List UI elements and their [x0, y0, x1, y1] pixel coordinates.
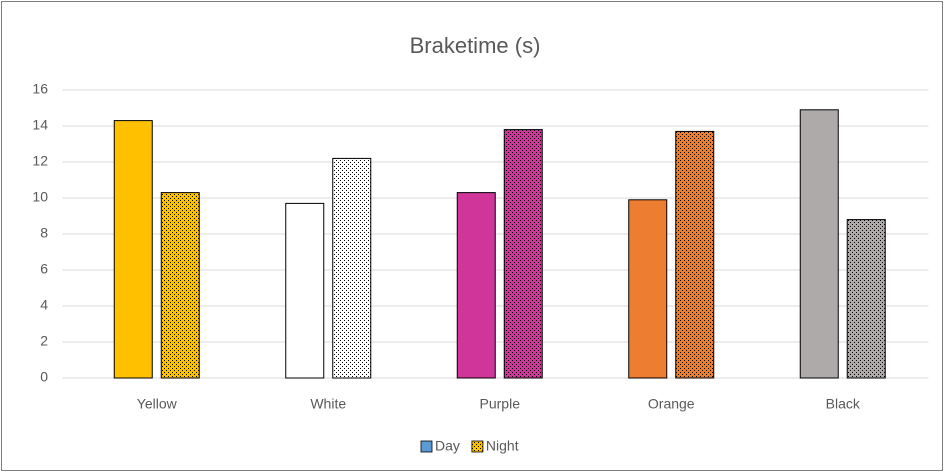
y-tick-label: 6	[40, 261, 48, 277]
x-tick-label: Purple	[480, 396, 521, 412]
bar	[628, 199, 668, 379]
y-tick-label: 14	[32, 117, 48, 133]
y-tick-label: 4	[40, 297, 48, 313]
bar	[285, 202, 325, 379]
bar	[113, 120, 153, 379]
y-tick-label: 10	[32, 189, 48, 205]
x-tick-label: White	[310, 396, 346, 412]
legend-label: Day	[435, 438, 460, 454]
bar	[675, 130, 715, 379]
chart-title: Braketime (s)	[410, 33, 541, 58]
x-tick-label: Orange	[648, 396, 695, 412]
legend-swatch	[420, 440, 433, 453]
bar	[456, 192, 496, 379]
y-tick-label: 2	[40, 333, 48, 349]
x-tick-label: Yellow	[137, 396, 178, 412]
bar	[160, 192, 200, 379]
bar	[846, 219, 886, 379]
bar	[799, 109, 839, 379]
bar	[503, 129, 543, 379]
y-tick-label: 12	[32, 153, 48, 169]
legend-swatch	[471, 440, 484, 453]
y-tick-label: 16	[32, 81, 48, 97]
bar	[332, 157, 372, 379]
legend-label: Night	[486, 438, 519, 454]
y-tick-label: 8	[40, 225, 48, 241]
y-tick-label: 0	[40, 369, 48, 385]
x-tick-label: Black	[826, 396, 861, 412]
